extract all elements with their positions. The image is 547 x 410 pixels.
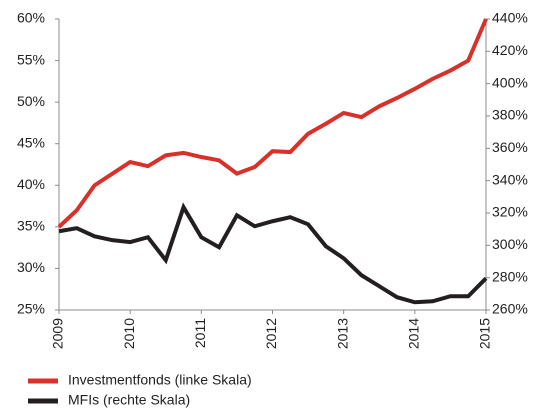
y-tick-label: 60% [17,10,45,26]
x-tick-label: 2013 [334,318,350,349]
y2-tick-label: 380% [492,107,528,123]
x-tick-label: 2009 [50,318,66,349]
y-tick-label: 35% [17,218,45,234]
y2-tick-label: 280% [492,268,528,284]
x-tick-label: 2011 [192,318,208,348]
x-tick-label: 2010 [121,318,137,349]
y2-tick-label: 340% [492,171,528,187]
legend-label: MFIs (rechte Skala) [68,392,190,408]
y2-tick-label: 300% [492,236,528,252]
x-tick-label: 2015 [477,318,493,349]
y-tick-label: 55% [17,51,45,67]
x-tick-label: 2014 [406,318,422,349]
y2-tick-label: 420% [492,42,528,58]
y-tick-label: 50% [17,93,45,109]
y-tick-label: 30% [17,259,45,275]
y2-tick-label: 400% [492,74,528,90]
y2-tick-label: 320% [492,204,528,220]
y2-tick-label: 440% [492,10,528,26]
y-tick-label: 40% [17,176,45,192]
y-tick-label: 45% [17,134,45,150]
y-tick-label: 25% [17,301,45,317]
legend-label: Investmentfonds (linke Skala) [68,372,252,388]
series-line [58,202,488,305]
y2-tick-label: 260% [492,301,528,317]
series-line [57,18,488,229]
y2-tick-label: 360% [492,139,528,155]
x-tick-label: 2012 [263,318,279,349]
